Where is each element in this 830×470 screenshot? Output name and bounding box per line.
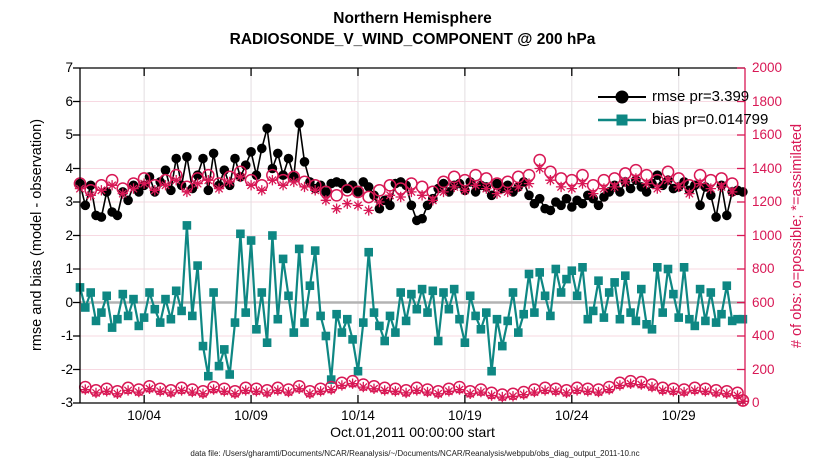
left-tick-label: -2 [60, 361, 73, 377]
x-tick-label: 10/19 [447, 408, 482, 423]
right-axis-label: # of obs: o=possible; *=assimilated [789, 123, 805, 349]
bias-legend-marker-icon [598, 114, 646, 125]
legend-item-bias: bias pr=0.014799 [596, 108, 768, 131]
right-tick-label: 1000 [752, 227, 783, 243]
right-tick-label: 200 [752, 361, 775, 377]
right-tick-label: 1800 [752, 93, 783, 109]
right-tick-label: 600 [752, 294, 775, 310]
x-tick-label: 10/04 [127, 408, 162, 423]
right-tick-label: 400 [752, 328, 775, 343]
left-tick-label: 7 [65, 60, 73, 75]
right-tick-label: 2000 [752, 60, 783, 75]
x-tick-label: 10/24 [554, 408, 589, 423]
bias-markers [75, 221, 748, 384]
left-tick-label: 3 [65, 194, 73, 209]
figure-title-line2: RADIOSONDE_V_WIND_COMPONENT @ 200 hPa [229, 31, 596, 48]
data-file-caption: data file: /Users/gharamti/Documents/NCA… [190, 449, 640, 458]
left-tick-label: 1 [65, 261, 73, 276]
x-tick-label: 10/09 [234, 408, 268, 423]
left-tick-label: -3 [60, 395, 73, 410]
obs-assimilated-markers [74, 163, 749, 407]
legend-item-rmse: rmse pr=3.399 [596, 85, 768, 108]
left-tick-label: -1 [60, 328, 73, 343]
left-tick-label: 0 [65, 294, 73, 310]
left-tick-label: 4 [65, 160, 73, 176]
right-tick-label: 1600 [752, 127, 783, 142]
figure-title-line1: Northern Hemisphere [333, 10, 492, 27]
figure-title: Northern Hemisphere RADIOSONDE_V_WIND_CO… [80, 8, 745, 50]
right-tick-label: 0 [752, 395, 760, 410]
right-tick-label: 1200 [752, 194, 783, 209]
legend-label-bias: bias pr=0.014799 [652, 111, 769, 128]
legend-label-rmse: rmse pr=3.399 [652, 88, 750, 105]
x-axis-label: Oct.01,2011 00:00:00 start [330, 424, 495, 440]
legend: rmse pr=3.399 bias pr=0.014799 [596, 85, 768, 131]
x-tick-label: 10/29 [661, 408, 696, 423]
right-tick-label: 1400 [752, 160, 783, 176]
x-tick-label: 10/14 [341, 408, 375, 423]
left-tick-label: 5 [65, 127, 73, 142]
left-tick-label: 2 [65, 227, 73, 243]
right-tick-label: 800 [752, 261, 775, 276]
rmse-legend-marker-icon [598, 90, 646, 103]
left-tick-label: 6 [65, 93, 73, 109]
